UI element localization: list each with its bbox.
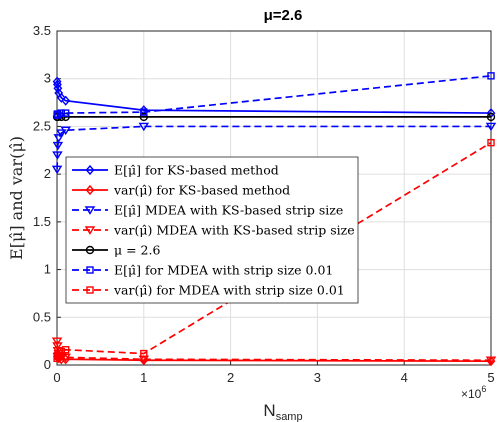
x-tick-label: 4: [401, 370, 408, 385]
legend-label: E[μ̂] for MDEA with strip size 0.01: [114, 263, 333, 278]
series-2: [51, 122, 497, 175]
data-point: [57, 109, 66, 117]
data-point: [485, 356, 497, 366]
legend-entry: μ = 2.6: [72, 243, 160, 258]
legend: E[μ̂] for KS-based method var(μ̂) for KS-…: [65, 156, 359, 304]
legend-entry: E[μ̂] for MDEA with strip size 0.01: [72, 263, 333, 278]
data-point: [138, 122, 150, 132]
series-line: [56, 353, 492, 363]
chart-title: μ=2.6: [264, 7, 303, 24]
legend-label: var(μ̂) for MDEA with strip size 0.01: [113, 283, 345, 298]
legend-marker: [85, 164, 95, 176]
legend-entry: E[μ̂] MDEA with KS-based strip size: [72, 203, 343, 218]
data-point: [53, 134, 64, 143]
legend-label: var(μ̂) MDEA with KS-based strip size: [113, 223, 355, 238]
legend-entry: E[μ̂] for KS-based method: [72, 163, 279, 178]
y-tick-label: 0: [44, 357, 51, 372]
legend-marker: [85, 245, 95, 255]
x-multiplier-exponent: 6: [481, 384, 486, 394]
legend-entry: var(μ̂) for MDEA with strip size 0.01: [72, 283, 345, 298]
y-tick-label: 1: [44, 262, 51, 277]
data-point: [485, 122, 497, 132]
data-point: [61, 112, 70, 122]
data-point: [487, 72, 495, 80]
data-point: [60, 126, 71, 136]
data-point: [51, 165, 63, 175]
x-axis-label-main: N: [263, 401, 275, 420]
data-point: [53, 83, 63, 94]
data-point: [61, 95, 71, 106]
y-tick-label: 2.5: [33, 118, 51, 133]
legend-marker: [84, 206, 96, 215]
data-point: [486, 112, 496, 122]
data-point: [61, 109, 70, 117]
series-line: [56, 81, 492, 114]
legend-entry: var(μ̂) MDEA with KS-based strip size: [72, 223, 355, 238]
y-axis-label: E[μ̂] and var(μ̂): [7, 136, 26, 260]
x-multiplier-base: ×10: [461, 387, 482, 401]
legend-entry: var(μ̂) for KS-based method: [72, 183, 290, 198]
data-point: [52, 151, 63, 160]
x-tick-label: 5: [487, 370, 494, 385]
data-point: [56, 129, 67, 138]
y-tick-label: 1.5: [33, 214, 51, 229]
series-4: [52, 112, 496, 122]
legend-label: E[μ̂] for KS-based method: [114, 163, 279, 178]
legend-label: var(μ̂) for KS-based method: [113, 183, 290, 198]
y-axis: 0 0.5 1 1.5 2 2.5 3 3.5: [33, 23, 61, 372]
data-point: [140, 349, 148, 358]
y-tick-label: 3: [44, 71, 51, 86]
legend-marker: [86, 266, 94, 274]
legend-marker: [86, 286, 94, 294]
series-line: [56, 341, 492, 362]
series-6: [53, 138, 495, 363]
y-tick-label: 2: [44, 166, 51, 181]
legend-box: [65, 156, 359, 304]
legend-marker: [84, 226, 96, 235]
data-point: [52, 342, 63, 351]
x-axis-label-subscript: samp: [276, 411, 303, 422]
data-point: [61, 346, 70, 354]
y-tick-label: 3.5: [33, 23, 51, 38]
x-tick-label: 0: [53, 370, 60, 385]
x-tick-label: 3: [314, 370, 321, 385]
series-line: [56, 141, 492, 359]
series-layer: [51, 72, 497, 367]
data-point: [60, 353, 71, 363]
legend-label: E[μ̂] MDEA with KS-based strip size: [114, 203, 343, 218]
series-line: [56, 75, 492, 117]
data-point: [52, 141, 64, 151]
data-point: [140, 108, 148, 116]
series-5: [53, 72, 495, 119]
data-point: [56, 92, 66, 103]
x-tick-label: 1: [140, 370, 147, 385]
y-tick-label: 0.5: [33, 309, 51, 324]
x-axis-label: Nsamp: [263, 401, 302, 422]
data-point: [57, 347, 66, 356]
data-point: [487, 138, 495, 147]
x-tick-label: 2: [227, 370, 234, 385]
plot-area: [56, 30, 492, 366]
legend-label: μ = 2.6: [114, 243, 160, 258]
data-point: [53, 79, 62, 90]
x-multiplier: ×106: [461, 384, 486, 401]
series-0: [52, 76, 496, 119]
data-point: [139, 112, 149, 122]
data-point: [51, 337, 63, 346]
legend-marker: [85, 184, 95, 196]
